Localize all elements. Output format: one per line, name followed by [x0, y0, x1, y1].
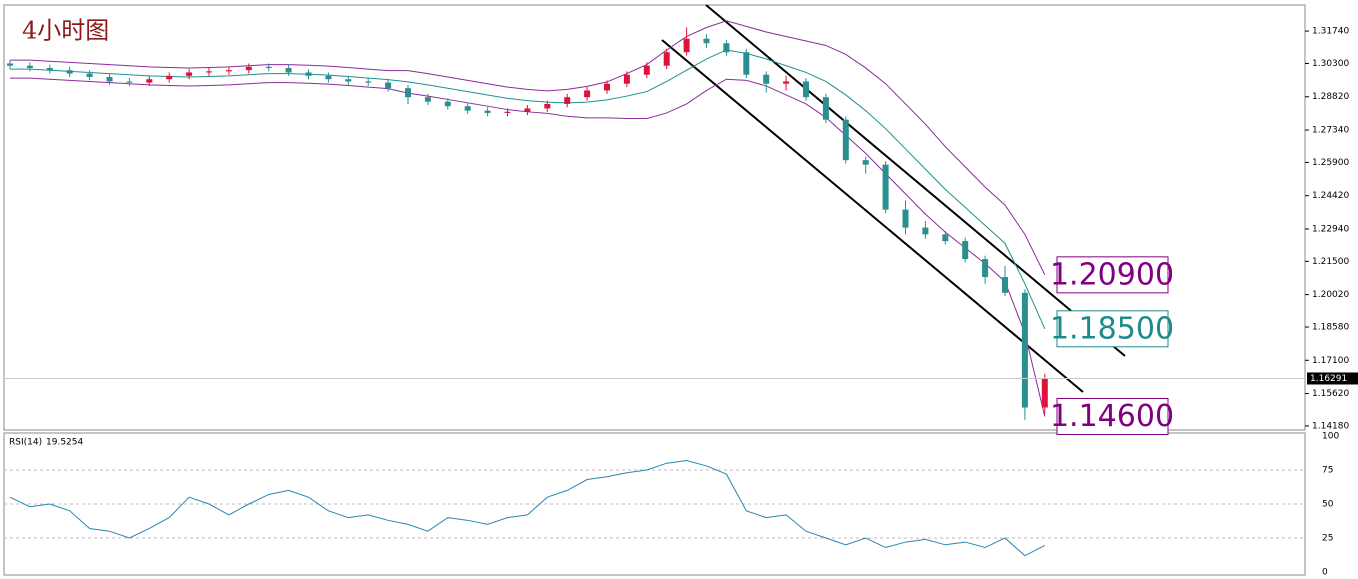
- rsi-line: [9, 459, 1046, 557]
- candle-body: [982, 259, 989, 278]
- candle-body: [822, 97, 829, 120]
- candle-body: [1002, 277, 1008, 293]
- candle-body: [623, 74, 630, 84]
- y-tick-label: 1.28820: [1312, 92, 1349, 102]
- candle-body: [763, 74, 770, 84]
- candle-body: [265, 66, 272, 68]
- y-tick-label: 1.20020: [1312, 290, 1349, 300]
- candle-body: [325, 75, 332, 80]
- candle-body: [882, 164, 889, 210]
- y-tick-label: 1.21500: [1312, 257, 1349, 267]
- y-tick-label: 25: [1322, 534, 1333, 544]
- band-line: [10, 49, 1046, 330]
- annotation-box: [1056, 310, 1169, 348]
- y-tick-label: 1.15620: [1312, 389, 1349, 399]
- candle-body: [723, 43, 730, 53]
- candle-body: [922, 227, 929, 235]
- candle-body: [962, 241, 969, 260]
- y-tick-label: 1.18580: [1312, 323, 1349, 333]
- y-tick-label: 50: [1322, 500, 1334, 510]
- candle-body: [206, 71, 212, 73]
- candle-body: [484, 110, 491, 113]
- candle-body: [524, 108, 531, 112]
- candle-body: [604, 83, 610, 91]
- candle-body: [902, 209, 909, 228]
- candle-body: [385, 82, 392, 89]
- candle-body: [862, 160, 869, 165]
- current-price-tag: [1307, 372, 1358, 385]
- candle-body: [46, 67, 53, 71]
- y-tick-label: 1.24420: [1312, 191, 1349, 201]
- candle-body: [942, 234, 949, 242]
- candle-body: [225, 70, 232, 72]
- candle-body: [1021, 292, 1028, 408]
- price-panel: [3, 4, 1306, 431]
- candle-body: [66, 70, 73, 74]
- candle-body: [783, 81, 790, 84]
- candle-body: [424, 97, 431, 102]
- candle-body: [584, 90, 591, 98]
- rsi-label: RSI(14): [9, 438, 42, 448]
- candle-body: [86, 73, 93, 77]
- annotation-label: 1.18500: [1050, 311, 1174, 346]
- candle-body: [166, 75, 173, 80]
- candle-body: [285, 67, 292, 73]
- candle-body: [504, 111, 511, 113]
- y-tick-label: 0: [1322, 568, 1328, 578]
- candle-body: [305, 72, 312, 76]
- candle-body: [444, 101, 451, 107]
- y-tick-label: 1.14180: [1312, 421, 1349, 431]
- candle-body: [345, 79, 352, 82]
- y-tick-label: 1.30300: [1312, 59, 1349, 69]
- y-tick-label: 100: [1322, 432, 1339, 442]
- candle-body: [365, 81, 372, 83]
- y-tick-label: 75: [1322, 466, 1333, 476]
- candle-body: [564, 97, 571, 104]
- candle-body: [26, 65, 33, 68]
- candle-body: [146, 79, 153, 83]
- y-tick-label: 1.17100: [1312, 356, 1349, 366]
- candle-body: [1041, 378, 1048, 408]
- candle-body: [842, 119, 849, 161]
- candle-body: [245, 66, 252, 71]
- y-tick-label: 1.27340: [1312, 126, 1349, 136]
- y-tick-label: 1.31740: [1312, 27, 1349, 37]
- current-price-label: 1.16291: [1310, 374, 1347, 384]
- channel-line: [705, 4, 1126, 357]
- band-line: [10, 20, 1046, 276]
- candle-body: [643, 65, 650, 75]
- y-tick-label: 1.22940: [1312, 224, 1349, 234]
- candle-body: [803, 81, 809, 98]
- annotation-box: [1056, 256, 1169, 294]
- candle-body: [186, 72, 193, 76]
- candle-body: [743, 52, 750, 75]
- candle-body: [464, 106, 471, 111]
- channel-line: [661, 39, 1084, 393]
- candle-body: [703, 38, 710, 44]
- y-tick-label: 1.25900: [1312, 158, 1349, 168]
- candle-body: [7, 63, 13, 66]
- annotation-label: 1.20900: [1050, 257, 1174, 292]
- candle-body: [106, 76, 113, 82]
- candle-body: [126, 81, 133, 83]
- rsi-value: 19.5254: [46, 438, 83, 448]
- candle-body: [405, 88, 411, 98]
- candle-body: [663, 52, 670, 66]
- candle-body: [544, 103, 551, 109]
- candle-body: [683, 38, 690, 53]
- annotation-label: 1.14600: [1050, 399, 1174, 434]
- annotation-box: [1056, 398, 1169, 436]
- chart-title: 4小时图: [22, 17, 109, 45]
